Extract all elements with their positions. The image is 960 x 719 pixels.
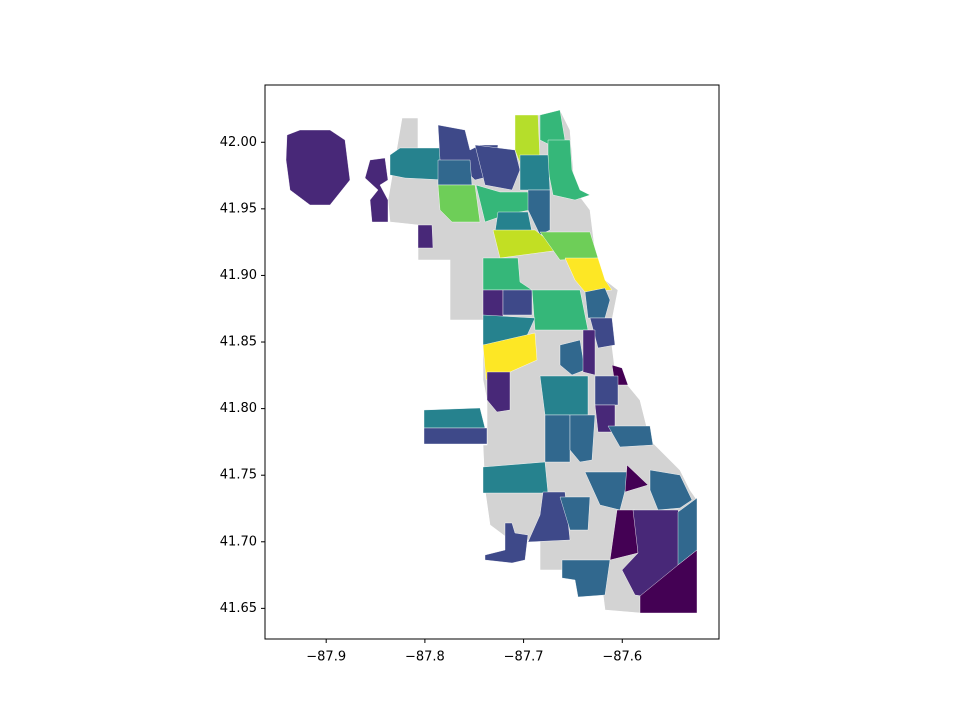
x-tick-label: −87.9 — [306, 650, 346, 665]
region — [607, 425, 654, 448]
region — [589, 317, 616, 349]
region — [624, 464, 649, 493]
region — [559, 339, 586, 376]
region — [482, 289, 504, 319]
region — [649, 469, 693, 511]
y-tick-label: 41.95 — [220, 201, 257, 216]
region — [584, 287, 611, 319]
region — [502, 289, 533, 316]
region — [389, 147, 446, 181]
axes-frame — [264, 84, 720, 640]
region — [423, 427, 488, 445]
region — [527, 491, 571, 543]
region — [474, 144, 521, 191]
region — [539, 375, 589, 416]
y-tick-label: 42.00 — [220, 135, 257, 150]
y-tick-label: 41.85 — [220, 335, 257, 350]
region — [482, 461, 549, 494]
region — [564, 257, 613, 293]
regions — [285, 109, 698, 614]
x-tick-label: −87.6 — [602, 650, 642, 665]
region — [547, 139, 591, 201]
x-tick-label: −87.8 — [405, 650, 445, 665]
region — [561, 559, 611, 598]
region — [285, 129, 351, 206]
y-tick-label: 41.75 — [220, 468, 257, 483]
region — [569, 414, 596, 463]
region — [437, 159, 473, 186]
y-tick-label: 41.65 — [220, 601, 257, 616]
region — [417, 224, 434, 249]
x-tick-label: −87.7 — [504, 650, 544, 665]
region — [494, 211, 533, 233]
region — [484, 522, 529, 564]
region — [559, 496, 591, 531]
region — [486, 371, 511, 413]
region — [639, 549, 698, 614]
region — [544, 414, 571, 463]
region — [594, 375, 619, 406]
region — [482, 332, 538, 381]
region — [519, 154, 551, 191]
y-tick-label: 41.90 — [220, 268, 257, 283]
y-tick-label: 41.80 — [220, 401, 257, 416]
region — [531, 289, 589, 331]
region — [582, 329, 596, 376]
region — [423, 407, 486, 429]
region — [364, 157, 389, 223]
region — [437, 184, 481, 223]
y-tick-label: 41.70 — [220, 534, 257, 549]
